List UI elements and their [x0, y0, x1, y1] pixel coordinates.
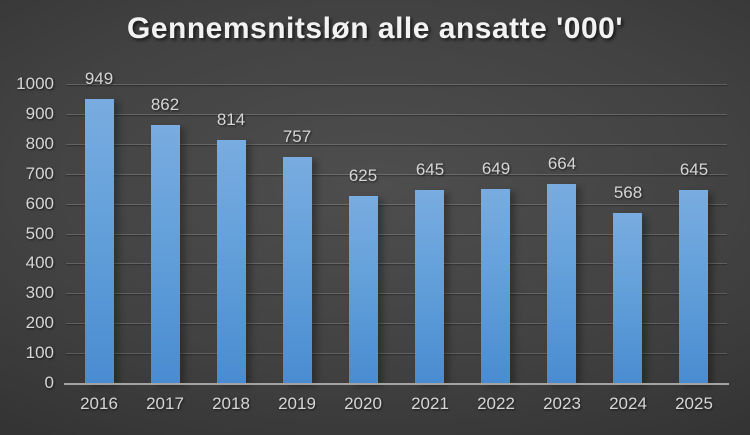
y-axis-tick-label: 1000 — [16, 74, 54, 93]
y-axis-tick-label: 800 — [25, 134, 54, 153]
x-axis-line — [64, 383, 729, 385]
data-label: 645 — [415, 160, 445, 179]
bar-2018[interactable] — [217, 140, 246, 383]
bar-2017[interactable] — [151, 125, 180, 383]
gridline — [66, 293, 727, 294]
data-label: 625 — [348, 166, 378, 185]
gridline — [66, 323, 727, 324]
gridline — [66, 234, 727, 235]
x-axis-tick-label: 2018 — [212, 394, 250, 413]
bar-2019[interactable] — [283, 157, 312, 383]
x-axis-tick-label: 2025 — [675, 394, 713, 413]
bar-2022[interactable] — [481, 189, 510, 383]
y-axis-tick-label: 0 — [44, 373, 54, 392]
x-axis-tick-label: 2021 — [411, 394, 449, 413]
y-axis-tick-label: 200 — [25, 313, 54, 332]
y-axis-tick-label: 400 — [25, 253, 54, 272]
data-label: 814 — [216, 110, 246, 129]
x-axis-tick-label: 2019 — [278, 394, 316, 413]
x-axis-tick-label: 2022 — [477, 394, 515, 413]
data-label: 862 — [150, 95, 180, 114]
bar-2025[interactable] — [679, 190, 708, 383]
bar-2016[interactable] — [85, 99, 114, 383]
chart-title: Gennemsnitsløn alle ansatte '000' — [127, 12, 623, 45]
data-label: 664 — [547, 154, 577, 173]
gridline — [66, 174, 727, 175]
bar-2024[interactable] — [613, 213, 642, 383]
gridline — [66, 144, 727, 145]
bar-2021[interactable] — [415, 190, 444, 383]
x-axis-tick-label: 2020 — [344, 394, 382, 413]
bar-2023[interactable] — [547, 184, 576, 383]
gridline — [66, 353, 727, 354]
data-label: 757 — [282, 127, 312, 146]
gridline — [66, 263, 727, 264]
gridline — [66, 84, 727, 85]
x-axis-tick-label: 2017 — [146, 394, 184, 413]
bar-2020[interactable] — [349, 196, 378, 383]
y-axis-tick-label: 900 — [25, 104, 54, 123]
y-axis-tick-label: 100 — [25, 343, 54, 362]
y-axis-tick-label: 600 — [25, 194, 54, 213]
data-label: 949 — [84, 69, 114, 88]
x-axis-tick-label: 2016 — [80, 394, 118, 413]
gridline — [66, 114, 727, 115]
y-axis-tick-label: 300 — [25, 283, 54, 302]
gridline — [66, 204, 727, 205]
x-axis-tick-label: 2024 — [609, 394, 647, 413]
x-axis-tick-label: 2023 — [543, 394, 581, 413]
data-label: 568 — [613, 183, 643, 202]
y-axis-tick-label: 700 — [25, 164, 54, 183]
y-axis-tick-label: 500 — [25, 224, 54, 243]
data-label: 649 — [481, 159, 511, 178]
data-label: 645 — [679, 160, 709, 179]
